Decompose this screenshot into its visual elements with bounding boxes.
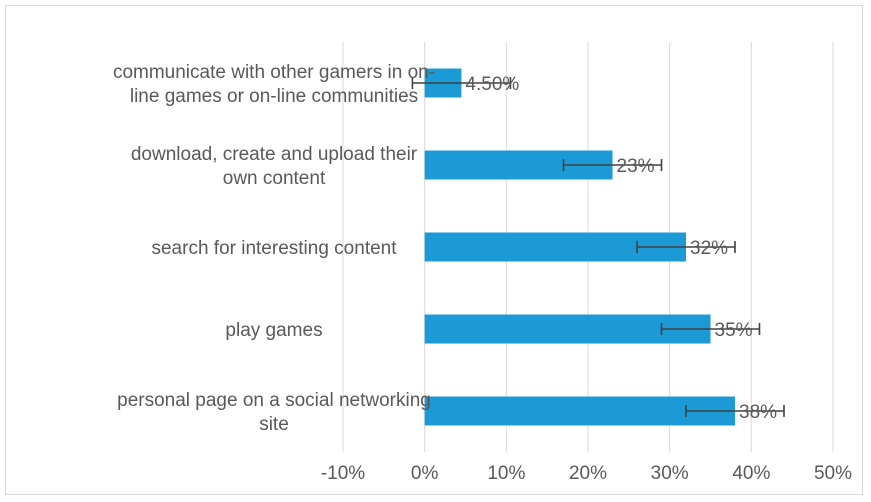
data-label: 4.50% — [465, 74, 519, 95]
x-tick-label: -10% — [321, 463, 365, 484]
category-label: line games or on-line communities — [130, 86, 418, 107]
data-label: 32% — [690, 238, 728, 259]
data-label: 35% — [715, 320, 753, 341]
category-label: personal page on a social networking — [117, 390, 431, 411]
category-label: site — [259, 414, 289, 435]
error-bars — [411, 77, 785, 417]
category-label: play games — [225, 320, 322, 341]
category-label: own content — [223, 168, 326, 189]
x-tick-label: 40% — [732, 463, 770, 484]
category-label: communicate with other gamers in on- — [113, 62, 435, 83]
category-labels: communicate with other gamers in on-line… — [113, 62, 435, 435]
x-tick-label: 50% — [814, 463, 852, 484]
x-tick-label: 10% — [487, 463, 525, 484]
category-label: download, create and upload their — [131, 144, 418, 165]
x-tick-label: 20% — [569, 463, 607, 484]
data-labels: 4.50% 23% 32% 35% 38% — [465, 74, 777, 423]
chart-frame: 4.50% 23% 32% 35% 38% communicate with other… — [5, 5, 863, 495]
data-label: 23% — [617, 156, 655, 177]
category-label: search for interesting content — [151, 238, 397, 259]
x-tick-label: 30% — [651, 463, 689, 484]
bar — [424, 396, 735, 426]
x-axis-tick-labels: -10% 0% 10% 20% 30% 40% 50% — [321, 463, 852, 484]
data-label: 38% — [739, 402, 777, 423]
bar-chart: 4.50% 23% 32% 35% 38% communicate with other… — [113, 42, 852, 484]
x-tick-label: 0% — [411, 463, 439, 484]
